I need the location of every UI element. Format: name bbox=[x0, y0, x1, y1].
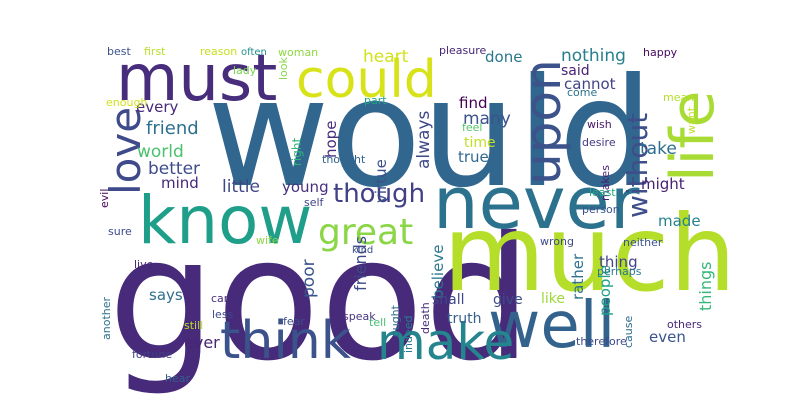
word-wish: wish bbox=[587, 118, 612, 131]
word-little: little bbox=[222, 177, 260, 197]
word-tell: tell bbox=[369, 316, 386, 329]
word-said: said bbox=[561, 63, 590, 79]
word-young: young bbox=[282, 178, 329, 196]
word-without: without bbox=[621, 113, 654, 218]
word-friend: friend bbox=[146, 118, 199, 139]
word-many: many bbox=[463, 109, 511, 129]
word-self: self bbox=[304, 196, 325, 209]
word-never: never bbox=[433, 161, 640, 245]
word-made: made bbox=[658, 212, 701, 230]
word-ought: ought bbox=[389, 304, 402, 337]
word-lady: lady bbox=[233, 64, 257, 77]
word-always: always bbox=[414, 110, 434, 169]
word-think: think bbox=[220, 311, 351, 371]
word-perhaps: perhaps bbox=[597, 265, 642, 278]
word-thing: thing bbox=[599, 253, 638, 271]
word-want: want bbox=[685, 106, 698, 134]
word-neither: neither bbox=[623, 236, 663, 249]
word-speak: speak bbox=[343, 310, 376, 323]
word-take: take bbox=[640, 139, 677, 159]
word-enough: enough bbox=[106, 96, 147, 109]
word-upon: upon bbox=[514, 59, 572, 185]
word-another: another bbox=[100, 297, 113, 340]
word-therefore: therefore bbox=[576, 335, 627, 348]
word-often: often bbox=[241, 47, 267, 58]
word-part: part bbox=[364, 94, 387, 107]
word-mind: mind bbox=[161, 174, 199, 192]
word-pleasure: pleasure bbox=[439, 44, 487, 57]
word-desire: desire bbox=[582, 136, 616, 149]
word-hear: hear bbox=[165, 372, 190, 385]
word-others: others bbox=[667, 318, 702, 331]
word-best: best bbox=[107, 45, 131, 58]
word-world: world bbox=[137, 142, 184, 162]
word-sure: sure bbox=[108, 225, 132, 238]
word-true: true bbox=[458, 148, 489, 166]
word-fear: fear bbox=[283, 315, 305, 328]
word-like: like bbox=[541, 291, 565, 307]
word-person: person bbox=[582, 203, 620, 216]
word-love: love bbox=[101, 107, 150, 195]
word-wife: wife bbox=[256, 234, 279, 247]
word-reason: reason bbox=[200, 45, 237, 58]
word-know: know bbox=[138, 182, 312, 259]
word-truth: truth bbox=[447, 311, 481, 327]
word-indeed: indeed bbox=[402, 315, 415, 353]
word-right: right bbox=[290, 138, 304, 166]
word-though: though bbox=[333, 179, 425, 209]
word-death: death bbox=[419, 302, 432, 334]
word-kind: kind bbox=[352, 245, 373, 256]
word-first: first bbox=[144, 45, 166, 58]
word-come: come bbox=[567, 86, 597, 99]
word-rather: rather bbox=[569, 253, 587, 300]
word-even: even bbox=[649, 328, 686, 346]
word-friends: friends bbox=[351, 236, 370, 291]
word-feel: feel bbox=[462, 121, 482, 134]
word-says: says bbox=[149, 286, 183, 304]
word-wrong: wrong bbox=[540, 235, 574, 248]
word-better: better bbox=[148, 159, 200, 179]
word-good: good bbox=[108, 201, 532, 399]
word-great: great bbox=[318, 212, 413, 253]
word-heart: heart bbox=[363, 47, 409, 67]
word-evil: evil bbox=[98, 189, 111, 208]
word-look: look bbox=[277, 56, 290, 80]
word-believe: believe bbox=[429, 245, 447, 299]
word-done: done bbox=[485, 48, 522, 66]
word-would: would bbox=[207, 47, 653, 221]
word-mean: mean bbox=[663, 91, 694, 104]
word-still: still bbox=[184, 319, 203, 332]
word-less: less bbox=[212, 308, 234, 321]
word-time: time bbox=[464, 135, 496, 151]
word-much: much bbox=[443, 193, 736, 315]
word-shall: shall bbox=[432, 292, 465, 308]
word-make: make bbox=[377, 313, 514, 371]
word-hope: hope bbox=[322, 121, 340, 158]
word-might: might bbox=[641, 175, 685, 193]
word-poor: poor bbox=[299, 259, 319, 298]
word-happy: happy bbox=[643, 46, 678, 59]
word-care: care bbox=[211, 292, 235, 305]
word-well: well bbox=[488, 289, 615, 363]
word-live: live bbox=[134, 258, 154, 271]
word-find: find bbox=[459, 94, 487, 112]
word-cause: cause bbox=[622, 316, 635, 348]
word-could: could bbox=[296, 50, 437, 110]
word-must: must bbox=[116, 42, 277, 116]
word-ever: ever bbox=[184, 333, 220, 352]
word-life: life bbox=[658, 91, 728, 182]
word-virtue: virtue bbox=[372, 159, 390, 203]
word-nothing: nothing bbox=[561, 46, 626, 66]
word-fortune: fortune bbox=[132, 348, 172, 361]
word-cannot: cannot bbox=[564, 75, 616, 93]
word-woman: woman bbox=[278, 46, 318, 59]
word-people: people bbox=[596, 265, 614, 316]
word-least: least bbox=[589, 186, 616, 199]
word-every: every bbox=[136, 98, 179, 116]
word-thought: thought bbox=[322, 153, 366, 166]
word-give: give bbox=[493, 292, 523, 308]
word-things: things bbox=[696, 262, 715, 312]
word-makes: makes bbox=[599, 165, 612, 201]
